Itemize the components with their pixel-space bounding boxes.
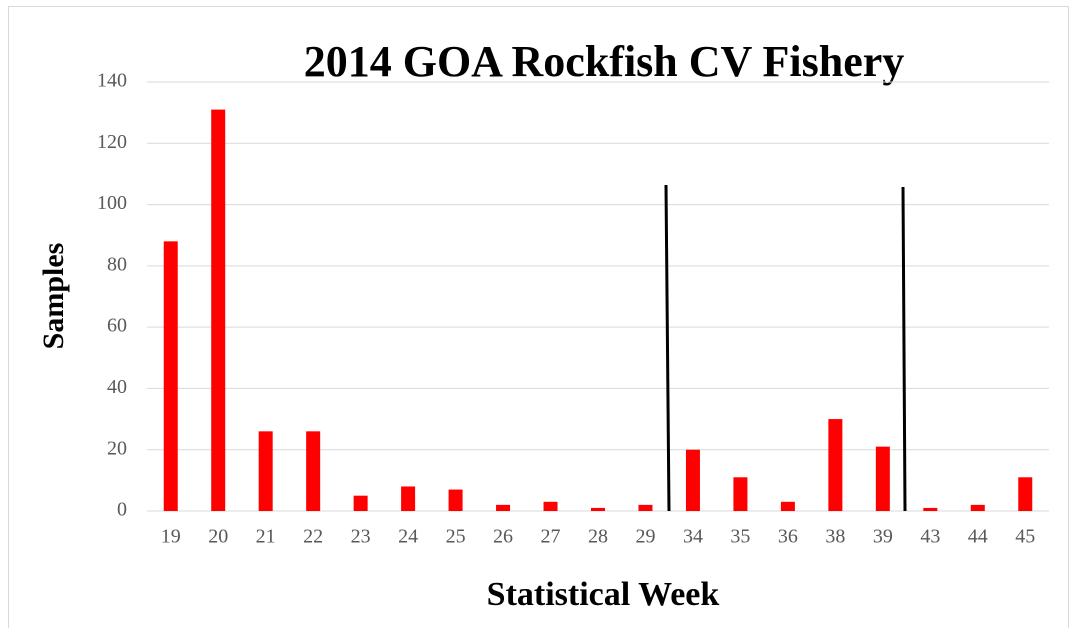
x-tick-label: 19 bbox=[161, 526, 181, 548]
bar bbox=[306, 431, 321, 511]
bar bbox=[258, 431, 273, 511]
x-tick-label: 23 bbox=[351, 526, 371, 548]
chart-title: 2014 GOA Rockfish CV Fishery bbox=[304, 37, 905, 86]
y-tick-label: 20 bbox=[107, 437, 127, 459]
y-axis-label: Samples bbox=[37, 243, 70, 350]
bar bbox=[828, 419, 843, 511]
y-tick-label: 120 bbox=[97, 131, 127, 153]
bar bbox=[923, 507, 938, 511]
bar bbox=[733, 477, 748, 511]
y-tick-label: 40 bbox=[107, 376, 127, 398]
x-tick-label: 24 bbox=[398, 526, 418, 548]
x-tick-label: 34 bbox=[683, 526, 703, 548]
plot-area: 0 20 40 60 80 100 120 140 19 20 21 22 23 24 25 26 27 28 29… bbox=[97, 70, 1049, 548]
bar bbox=[638, 504, 653, 511]
x-tick-label: 35 bbox=[730, 526, 750, 548]
bar bbox=[401, 486, 416, 511]
bar bbox=[211, 109, 226, 511]
bar bbox=[543, 501, 558, 511]
x-tick-label: 43 bbox=[920, 526, 940, 548]
y-tick-label: 60 bbox=[107, 315, 127, 337]
y-tick-label: 0 bbox=[117, 499, 127, 521]
bar bbox=[163, 241, 178, 512]
bar bbox=[970, 504, 985, 511]
bar bbox=[448, 489, 463, 511]
bar bbox=[780, 501, 795, 511]
bar bbox=[353, 495, 368, 511]
bar bbox=[591, 507, 605, 511]
divider-line bbox=[901, 186, 907, 512]
divider-line bbox=[664, 184, 671, 512]
x-tick-label: 44 bbox=[968, 526, 988, 548]
y-tick-label: 140 bbox=[97, 70, 127, 92]
x-tick-label: 26 bbox=[493, 526, 513, 548]
x-tick-label: 25 bbox=[446, 526, 466, 548]
bar bbox=[496, 504, 511, 511]
x-tick-label: 29 bbox=[635, 526, 655, 548]
x-tick-label: 27 bbox=[541, 526, 561, 548]
x-tick-label: 21 bbox=[256, 526, 276, 548]
x-tick-label: 22 bbox=[303, 526, 323, 548]
x-tick-label: 45 bbox=[1015, 526, 1035, 548]
bar bbox=[875, 446, 890, 511]
x-tick-label: 39 bbox=[873, 526, 893, 548]
y-tick-label: 100 bbox=[97, 192, 127, 214]
x-tick-label: 28 bbox=[588, 526, 608, 548]
x-tick-label: 20 bbox=[208, 526, 228, 548]
bar bbox=[1018, 477, 1033, 511]
x-tick-label: 38 bbox=[825, 526, 845, 548]
x-axis-label: Statistical Week bbox=[487, 576, 720, 613]
x-tick-label: 36 bbox=[778, 526, 798, 548]
bar bbox=[685, 449, 700, 511]
y-tick-label: 80 bbox=[107, 253, 127, 275]
